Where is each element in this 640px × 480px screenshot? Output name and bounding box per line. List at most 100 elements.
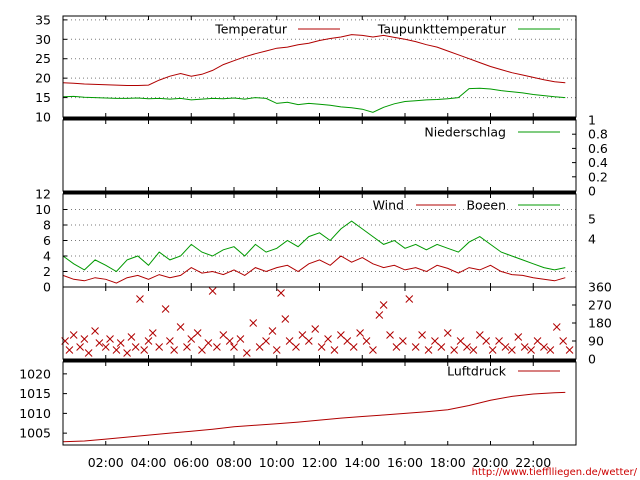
- direction-point: [356, 329, 364, 337]
- wind-y-tick-label: 10: [35, 202, 51, 217]
- direction-point: [514, 333, 523, 341]
- direction-point: [533, 337, 542, 345]
- direction-point: [127, 333, 136, 341]
- direction-point: [343, 337, 352, 345]
- gusts-legend-label: Boeen: [466, 198, 506, 213]
- source-url[interactable]: http://www.tiefflliegen.de/wetter/: [472, 467, 638, 478]
- x-tick-label: 02:00: [88, 455, 124, 470]
- dewpoint-line: [62, 87, 566, 113]
- direction-point: [411, 343, 420, 351]
- direction-point: [501, 343, 510, 351]
- direction-point: [166, 337, 174, 345]
- direction-point: [437, 343, 446, 351]
- direction-point: [482, 337, 491, 345]
- direction-point: [84, 349, 93, 357]
- direction-point: [298, 331, 307, 339]
- wind-legend-label: Wind: [373, 198, 404, 213]
- x-tick-label: 16:00: [387, 455, 423, 470]
- direction-point: [219, 331, 228, 339]
- direction-point: [183, 343, 191, 351]
- direction-point: [255, 343, 264, 351]
- direction-y2-tick-label: 180: [588, 316, 612, 331]
- direction-point: [285, 337, 294, 345]
- direction-point: [91, 327, 99, 335]
- x-tick-label: 14:00: [344, 455, 380, 470]
- direction-point: [242, 349, 251, 357]
- direction-point: [213, 343, 221, 351]
- wind-y-tick-label: 2: [43, 264, 51, 279]
- direction-point: [527, 346, 535, 354]
- direction-point: [431, 337, 439, 345]
- gusts-line: [62, 220, 566, 273]
- precipitation-y2-tick-label: 0.8: [588, 127, 608, 142]
- direction-point: [131, 343, 140, 351]
- direction-point: [236, 335, 245, 343]
- direction-point: [386, 331, 394, 339]
- direction-point: [311, 325, 320, 333]
- direction-point: [443, 329, 452, 337]
- direction-point: [520, 343, 529, 351]
- direction-point: [193, 329, 202, 337]
- direction-point: [76, 343, 84, 351]
- direction-y2-tick-label: 90: [588, 334, 604, 349]
- direction-point: [80, 335, 89, 343]
- temperature-y-tick-label: 25: [35, 51, 51, 66]
- direction-y2-tick-label: 0: [588, 352, 596, 367]
- wind-y2-tick-label: 4: [588, 232, 596, 247]
- direction-point: [324, 335, 332, 343]
- direction-point: [495, 337, 503, 345]
- direction-point: [140, 346, 149, 354]
- direction-point: [101, 343, 110, 351]
- wind-line: [62, 255, 566, 284]
- direction-point: [456, 337, 465, 345]
- direction-point: [277, 289, 285, 297]
- precipitation-y2-tick-label: 0.4: [588, 155, 608, 170]
- direction-point: [330, 346, 339, 354]
- pressure-y-tick-label: 1010: [19, 406, 51, 421]
- temperature-y-tick-label: 30: [35, 32, 51, 47]
- direction-point: [399, 337, 407, 345]
- direction-point: [463, 343, 471, 351]
- x-tick-label: 08:00: [216, 455, 252, 470]
- direction-point: [418, 331, 426, 339]
- x-tick-label: 10:00: [259, 455, 295, 470]
- dewpoint-legend-label: Taupunkttemperatur: [377, 22, 507, 37]
- panel-frame: [62, 286, 577, 360]
- direction-point: [424, 346, 433, 354]
- direction-point: [144, 337, 153, 345]
- direction-point: [170, 346, 179, 354]
- direction-point: [565, 346, 574, 354]
- direction-point: [369, 346, 377, 354]
- temperature-y-tick-label: 10: [35, 110, 51, 125]
- grid-lines: [63, 19, 576, 272]
- precipitation-y2-tick-label: 0: [588, 184, 596, 199]
- precipitation-y2-tick-label: 1: [588, 113, 596, 128]
- direction-point: [208, 287, 217, 295]
- x-tick-label: 06:00: [173, 455, 209, 470]
- direction-point: [337, 331, 345, 339]
- direction-point: [272, 346, 281, 354]
- direction-point: [198, 346, 206, 354]
- precipitation-y2-tick-label: 0.2: [588, 169, 608, 184]
- wind-y-tick-label: 12: [35, 187, 51, 202]
- direction-point: [95, 339, 104, 347]
- direction-point: [292, 343, 300, 351]
- direction-point: [304, 337, 313, 345]
- direction-point: [379, 301, 388, 309]
- direction-point: [268, 327, 277, 335]
- series-layer: [61, 34, 574, 443]
- direction-point: [281, 315, 290, 323]
- precipitation-y2-tick-label: 0.6: [588, 141, 608, 156]
- wind-y-tick-label: 8: [43, 218, 51, 233]
- direction-point: [375, 311, 384, 319]
- wind-y-tick-label: 6: [43, 233, 51, 248]
- x-tick-label: 12:00: [301, 455, 337, 470]
- direction-point: [405, 295, 414, 303]
- direction-point: [230, 343, 238, 351]
- precipitation-legend-label: Niederschlag: [424, 125, 506, 140]
- direction-point: [204, 339, 213, 347]
- direction-point: [540, 343, 548, 351]
- direction-point: [148, 329, 157, 337]
- direction-point: [362, 337, 371, 345]
